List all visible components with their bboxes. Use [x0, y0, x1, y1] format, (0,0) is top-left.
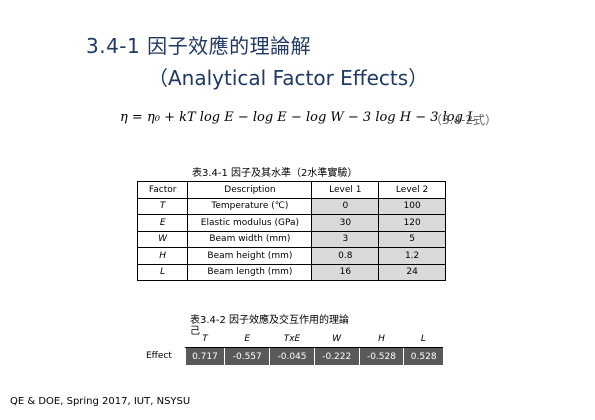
- level2-cell: 120: [378, 214, 446, 232]
- level2-cell: 24: [378, 263, 446, 281]
- header-cell: Factor: [136, 181, 189, 199]
- header-cell: Description: [187, 181, 313, 199]
- level1-cell: 3: [311, 230, 380, 248]
- level2-cell: 1.2: [378, 247, 446, 265]
- slide-subtitle: （Analytical Factor Effects）: [148, 66, 429, 90]
- description-cell: Elastic modulus (GPa): [187, 214, 313, 232]
- factor-cell: L: [136, 263, 189, 281]
- header-cell: TxE: [269, 330, 315, 348]
- level1-cell: 16: [311, 263, 380, 281]
- level2-cell: 100: [378, 197, 446, 215]
- header-cell: Level 1: [311, 181, 380, 199]
- table2-caption: 表3.4-2 因子效應及交互作用的理論: [190, 315, 350, 326]
- table-row: T Temperature (℃) 0 100: [136, 197, 446, 215]
- header-cell: Level 2: [378, 181, 446, 199]
- factor-cell: T: [136, 197, 189, 215]
- effect-value: 0.717: [184, 347, 225, 365]
- effect-value: -0.045: [269, 347, 315, 365]
- level1-cell: 30: [311, 214, 380, 232]
- header-cell: E: [224, 330, 270, 348]
- footer-text: QE & DOE, Spring 2017, IUT, NSYSU: [10, 396, 191, 407]
- header-cell: H: [359, 330, 404, 348]
- header-cell: L: [403, 330, 443, 348]
- effect-value: -0.528: [358, 347, 404, 365]
- table-row: W Beam width (mm) 3 5: [136, 230, 446, 248]
- equation-tag: （3.4-2式）: [430, 113, 498, 127]
- table1-caption: 表3.4-1 因子及其水準（2水準實驗）: [192, 168, 358, 179]
- equation: η = η₀ + kT log E − log E − log W − 3 lo…: [120, 110, 476, 125]
- description-cell: Temperature (℃): [187, 197, 313, 215]
- table-header-row: T E TxE W H L: [140, 330, 443, 348]
- effect-value: -0.222: [313, 347, 360, 365]
- factor-cell: H: [136, 247, 189, 265]
- factor-levels-table: Factor Description Level 1 Level 2 T Tem…: [136, 181, 446, 281]
- description-cell: Beam width (mm): [187, 230, 313, 248]
- header-cell: T: [185, 330, 225, 348]
- description-cell: Beam length (mm): [187, 263, 313, 281]
- level1-cell: 0: [311, 197, 380, 215]
- table-row: Effect 0.717 -0.557 -0.045 -0.222 -0.528…: [140, 347, 443, 365]
- factor-effects-table: T E TxE W H L Effect 0.717 -0.557 -0.045…: [140, 330, 443, 365]
- header-cell: W: [314, 330, 360, 348]
- description-cell: Beam height (mm): [187, 247, 313, 265]
- factor-cell: E: [136, 214, 189, 232]
- table-row: E Elastic modulus (GPa) 30 120: [136, 214, 446, 232]
- table-row: H Beam height (mm) 0.8 1.2: [136, 247, 446, 265]
- table-row: L Beam length (mm) 16 24: [136, 263, 446, 281]
- corner-cell: [140, 330, 185, 348]
- effect-value: 0.528: [403, 347, 443, 365]
- slide-title: 3.4-1 因子效應的理論解: [86, 34, 312, 58]
- level1-cell: 0.8: [311, 247, 380, 265]
- effect-value: -0.557: [224, 347, 270, 365]
- factor-cell: W: [136, 230, 189, 248]
- table-header-row: Factor Description Level 1 Level 2: [136, 181, 446, 199]
- row-label: Effect: [146, 351, 172, 362]
- level2-cell: 5: [378, 230, 446, 248]
